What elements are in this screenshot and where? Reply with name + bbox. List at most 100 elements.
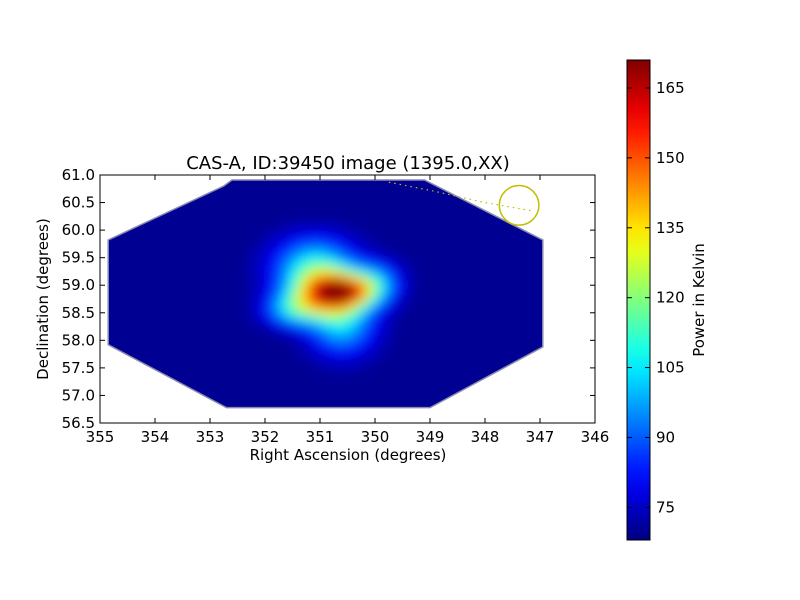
heatmap-cell	[330, 325, 336, 331]
heatmap-cell	[375, 350, 381, 356]
heatmap-cell	[325, 255, 331, 261]
heatmap-cell	[265, 315, 271, 321]
heatmap-cell	[330, 275, 336, 281]
heatmap-cell	[250, 315, 256, 321]
heatmap-cell	[285, 245, 291, 251]
heatmap-cell	[285, 220, 291, 226]
heatmap-cell	[325, 300, 331, 306]
heatmap-cell	[320, 235, 326, 241]
heatmap-cell	[360, 310, 366, 316]
heatmap-cell	[370, 310, 376, 316]
heatmap-cell	[355, 340, 361, 346]
heatmap-cell	[340, 340, 346, 346]
heatmap-cell	[355, 275, 361, 281]
heatmap-cell	[365, 345, 371, 351]
heatmap-cell	[380, 255, 386, 261]
heatmap-cell	[260, 250, 266, 256]
heatmap-cell	[285, 310, 291, 316]
heatmap-cell	[345, 355, 351, 361]
heatmap-cell	[325, 270, 331, 276]
heatmap-cell	[270, 325, 276, 331]
heatmap-cell	[295, 235, 301, 241]
heatmap-cell	[320, 315, 326, 321]
heatmap-cell	[365, 245, 371, 251]
heatmap-cell	[270, 305, 276, 311]
heatmap-cell	[295, 270, 301, 276]
heatmap-cell	[360, 240, 366, 246]
heatmap-cell	[365, 335, 371, 341]
heatmap-cell	[255, 290, 261, 296]
heatmap-cell	[290, 305, 296, 311]
heatmap-cell	[250, 270, 256, 276]
heatmap-cell	[260, 325, 266, 331]
heatmap-cell	[360, 340, 366, 346]
heatmap-cell	[385, 255, 391, 261]
heatmap-cell	[330, 350, 336, 356]
heatmap-cell	[320, 295, 326, 301]
heatmap-cell	[400, 265, 406, 271]
heatmap-cell	[350, 250, 356, 256]
heatmap-cell	[340, 345, 346, 351]
heatmap-cell	[280, 230, 286, 236]
heatmap-cell	[385, 325, 391, 331]
heatmap-cell	[350, 295, 356, 301]
colorbar-tick-label: 165	[656, 79, 685, 97]
heatmap-cell	[255, 305, 261, 311]
heatmap-cell	[265, 310, 271, 316]
heatmap-cell	[305, 265, 311, 271]
y-tick-label: 58.5	[62, 304, 95, 322]
colorbar-tick-label: 75	[656, 498, 675, 516]
heatmap-cell	[335, 225, 341, 231]
heatmap-cell	[265, 290, 271, 296]
heatmap-cell	[395, 315, 401, 321]
x-tick-label: 352	[251, 428, 280, 446]
heatmap-cell	[325, 285, 331, 291]
heatmap-cell	[265, 230, 271, 236]
heatmap-cell	[285, 265, 291, 271]
heatmap-cell	[330, 220, 336, 226]
heatmap-cell	[335, 280, 341, 286]
heatmap-cell	[315, 315, 321, 321]
heatmap-cell	[355, 360, 361, 366]
heatmap-cell	[270, 275, 276, 281]
heatmap-cell	[295, 310, 301, 316]
heatmap-cell	[335, 335, 341, 341]
heatmap-cell	[330, 250, 336, 256]
colorbar-tick-label: 150	[656, 149, 685, 167]
heatmap-cell	[370, 285, 376, 291]
heatmap-cell	[365, 310, 371, 316]
heatmap-cell	[280, 300, 286, 306]
x-tick-label: 347	[526, 428, 555, 446]
heatmap-cell	[345, 235, 351, 241]
heatmap-cell	[405, 285, 411, 291]
heatmap-cell	[315, 275, 321, 281]
heatmap-cell	[335, 355, 341, 361]
heatmap-cell	[340, 225, 346, 231]
heatmap-cell	[330, 370, 336, 376]
heatmap-cell	[370, 240, 376, 246]
heatmap-cell	[330, 290, 336, 296]
heatmap-cell	[360, 315, 366, 321]
heatmap-cell	[290, 270, 296, 276]
heatmap-cell	[300, 255, 306, 261]
heatmap-cell	[390, 250, 396, 256]
heatmap-cell	[345, 360, 351, 366]
heatmap-cell	[335, 240, 341, 246]
heatmap-cell	[290, 330, 296, 336]
heatmap-cell	[345, 330, 351, 336]
heatmap-cell	[295, 240, 301, 246]
heatmap-cell	[325, 310, 331, 316]
heatmap-cell	[350, 225, 356, 231]
heatmap-cell	[340, 365, 346, 371]
heatmap-cell	[315, 260, 321, 266]
heatmap-cell	[295, 290, 301, 296]
heatmap-cell	[295, 295, 301, 301]
heatmap-cell	[325, 250, 331, 256]
heatmap-cell	[305, 295, 311, 301]
heatmap-cell	[365, 295, 371, 301]
heatmap-cell	[335, 325, 341, 331]
heatmap-cell	[375, 280, 381, 286]
heatmap-cell	[365, 270, 371, 276]
heatmap-cell	[385, 285, 391, 291]
heatmap-cell	[405, 260, 411, 266]
